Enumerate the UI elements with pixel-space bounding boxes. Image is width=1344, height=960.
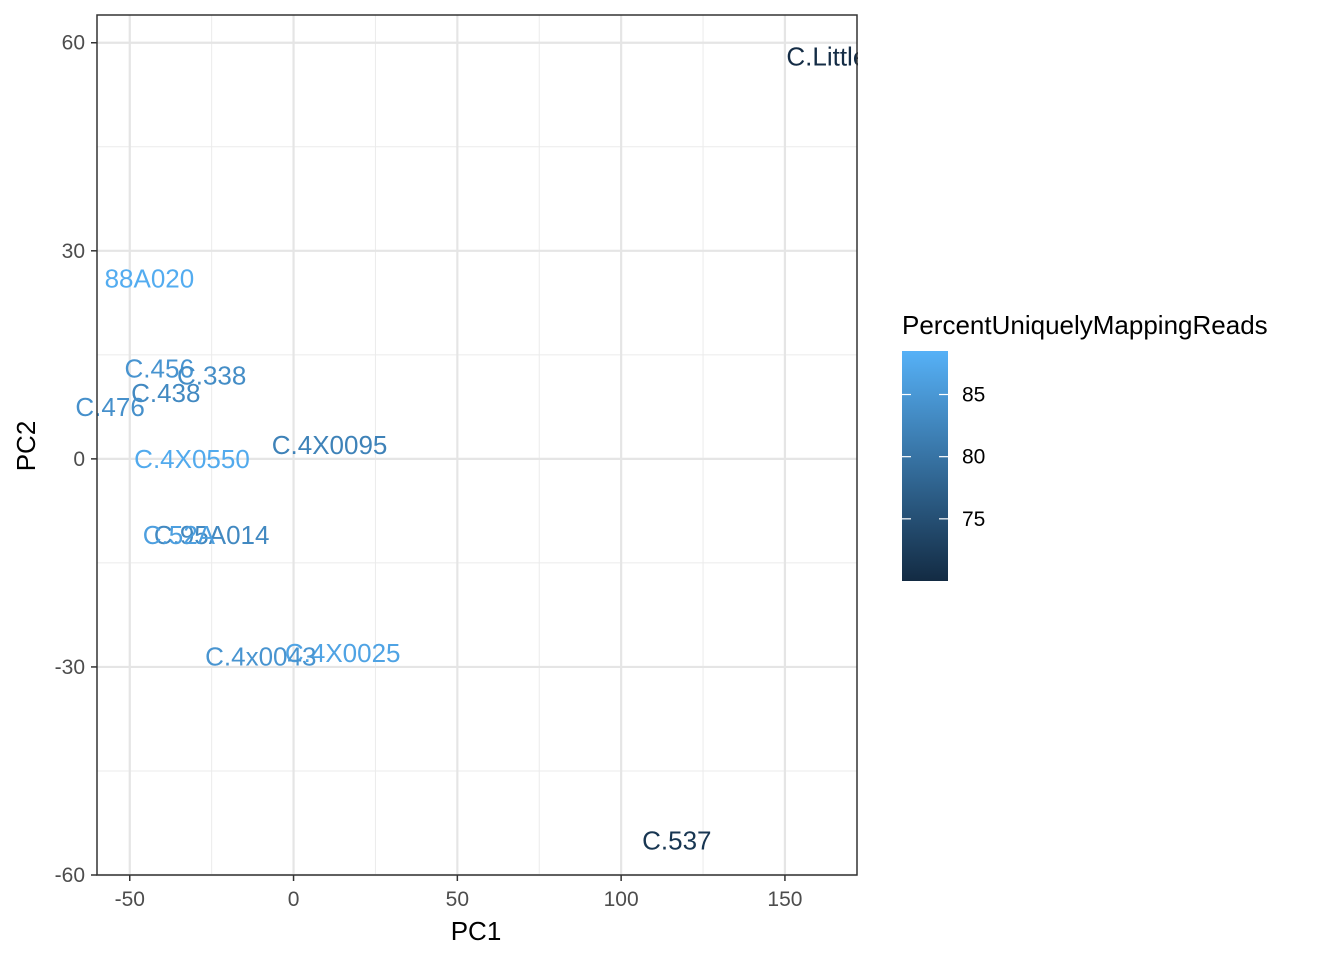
point-label: C.338 (177, 361, 246, 391)
point-label: C.456 (125, 354, 194, 384)
legend-title: PercentUniquelyMappingReads (902, 310, 1268, 340)
y-axis-label: PC2 (11, 421, 41, 472)
y-tick-label: 60 (62, 32, 85, 55)
point-labels: C.Little_88A020C.456C.338C.438C.476C.4X0… (75, 42, 882, 856)
point-label: C.476 (75, 392, 144, 422)
color-legend: PercentUniquelyMappingReads 75 80 85 (902, 310, 1268, 581)
x-tick-label: 0 (288, 888, 300, 911)
y-tick-label: 30 (62, 240, 85, 263)
x-tick-label: 100 (604, 888, 639, 911)
point-label: C.52A (143, 520, 216, 550)
point-label: C.95A014 (154, 520, 270, 550)
panel-background (97, 15, 857, 875)
panel-border (96, 14, 858, 876)
x-tick-label: 150 (767, 888, 802, 911)
point-label: 88A020 (105, 264, 195, 294)
point-label: C.4X0095 (272, 430, 388, 460)
legend-ticks: 75 80 85 (902, 384, 985, 531)
point-label: C.4X0025 (285, 638, 401, 668)
y-axis: -60 -30 0 30 60 (55, 32, 97, 887)
x-tick-label: 50 (446, 888, 469, 911)
legend-tick-label: 85 (962, 384, 985, 407)
point-label: C.4X0550 (134, 444, 250, 474)
point-label: C.4x0043 (205, 642, 316, 672)
x-axis-label: PC1 (451, 916, 502, 946)
y-tick-label: 0 (73, 448, 85, 471)
legend-tick-label: 80 (962, 446, 985, 469)
point-label: C.438 (131, 378, 200, 408)
y-tick-label: -30 (55, 656, 85, 679)
plot-panel (97, 15, 857, 877)
y-tick-label: -60 (55, 864, 85, 887)
legend-colorbar (902, 351, 948, 581)
point-label: C.537 (642, 825, 711, 855)
legend-tick-label: 75 (962, 508, 985, 531)
x-axis: -50 0 50 100 150 (96, 14, 858, 911)
panel-clip-right (858, 0, 898, 876)
x-tick-label: -50 (115, 888, 145, 911)
